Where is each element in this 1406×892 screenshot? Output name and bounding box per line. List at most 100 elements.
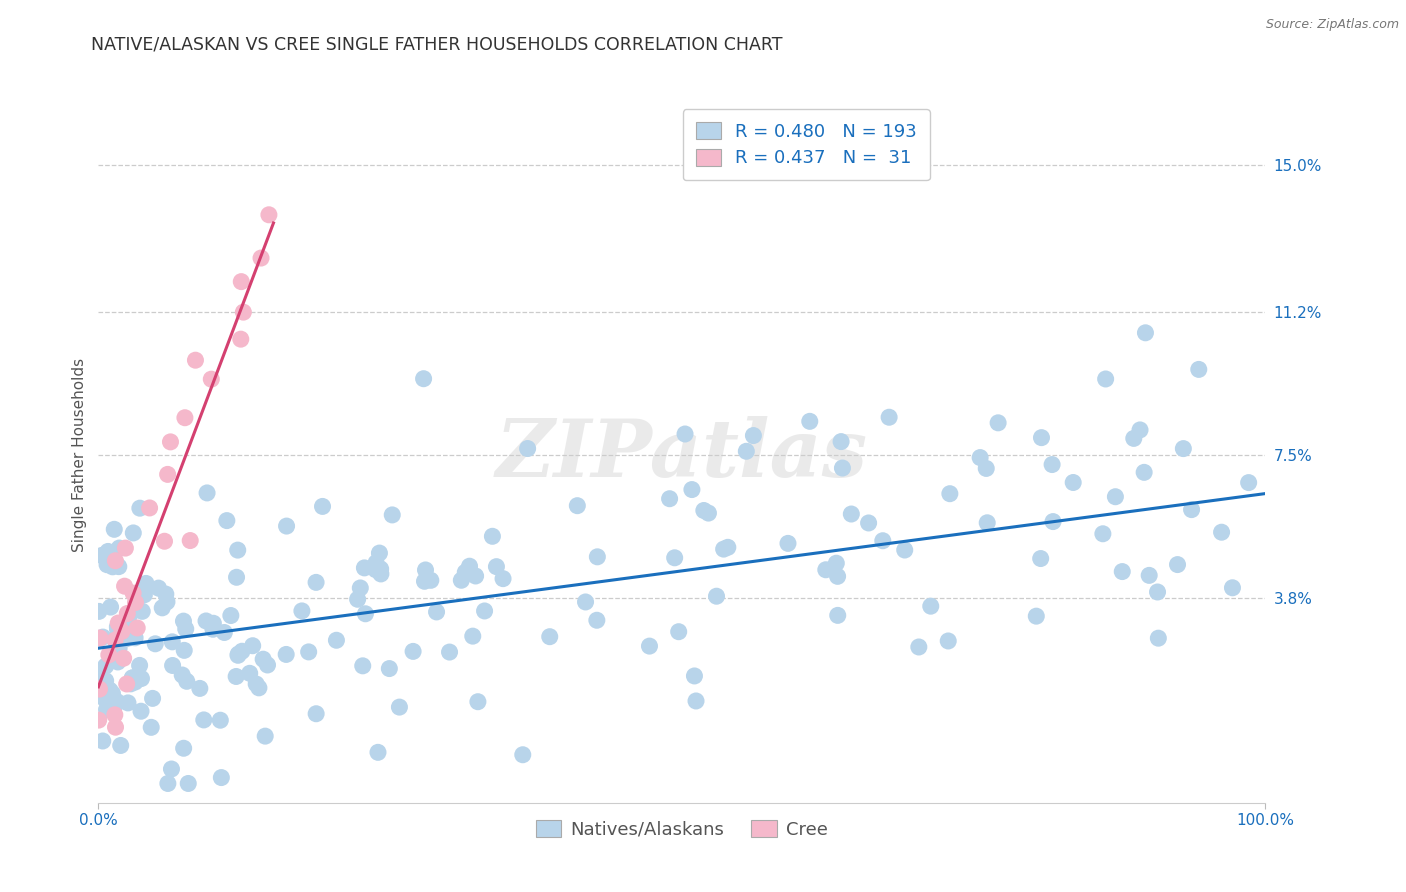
Point (159, 434, 181, 449)
Point (111, 624, 134, 639)
Point (215, 514, 238, 528)
Point (1137, 568, 1160, 582)
Point (107, 622, 129, 636)
Point (101, 686, 124, 700)
Point (252, 652, 274, 666)
Point (419, 574, 441, 588)
Point (143, 637, 166, 651)
Point (814, 563, 837, 577)
Point (516, 442, 538, 456)
Point (291, 604, 314, 618)
Point (512, 747, 534, 762)
Point (858, 516, 880, 530)
Point (174, 410, 197, 425)
Point (89, 670, 111, 684)
Point (138, 500, 160, 515)
Point (91, 630, 114, 644)
Point (100, 600, 122, 615)
Point (1122, 431, 1144, 445)
Legend: Natives/Alaskans, Cree: Natives/Alaskans, Cree (529, 813, 835, 846)
Point (298, 645, 321, 659)
Point (742, 428, 765, 442)
Point (1188, 362, 1211, 376)
Point (370, 566, 392, 581)
Point (425, 605, 447, 619)
Point (202, 616, 225, 631)
Point (388, 700, 411, 714)
Point (225, 570, 247, 584)
Point (256, 657, 278, 672)
Point (492, 572, 515, 586)
Point (214, 625, 236, 640)
Point (226, 648, 249, 663)
Point (176, 674, 198, 689)
Point (305, 706, 328, 721)
Point (135, 576, 157, 591)
Point (1040, 458, 1063, 472)
Point (664, 550, 686, 565)
Point (231, 644, 253, 658)
Point (134, 588, 156, 602)
Point (830, 434, 852, 449)
Point (974, 461, 997, 475)
Point (142, 691, 165, 706)
Point (162, 658, 184, 673)
Point (89, 631, 111, 645)
Point (370, 562, 392, 576)
Point (920, 599, 942, 614)
Point (1025, 609, 1047, 624)
Point (706, 589, 728, 603)
Point (939, 486, 962, 500)
Point (311, 500, 333, 514)
Point (1222, 581, 1244, 595)
Point (195, 486, 218, 500)
Point (219, 608, 242, 623)
Y-axis label: Single Father Households: Single Father Households (72, 358, 87, 552)
Point (1062, 475, 1084, 490)
Point (464, 569, 486, 583)
Point (908, 640, 931, 654)
Point (177, 776, 200, 790)
Point (987, 416, 1010, 430)
Point (148, 581, 170, 595)
Point (1104, 490, 1126, 504)
Point (349, 581, 371, 595)
Point (162, 635, 184, 649)
Point (364, 563, 387, 577)
Point (1091, 526, 1114, 541)
Point (685, 694, 707, 708)
Point (124, 595, 146, 609)
Point (693, 503, 716, 517)
Point (976, 516, 998, 530)
Point (104, 707, 127, 722)
Point (231, 275, 253, 289)
Point (415, 563, 437, 577)
Point (1029, 551, 1052, 566)
Point (668, 624, 690, 639)
Point (538, 630, 561, 644)
Point (1173, 442, 1195, 456)
Point (481, 529, 503, 543)
Point (827, 569, 849, 583)
Point (638, 639, 661, 653)
Point (567, 499, 589, 513)
Point (131, 604, 153, 618)
Point (104, 720, 127, 734)
Point (155, 587, 177, 601)
Point (115, 677, 138, 691)
Point (872, 533, 894, 548)
Point (98, 683, 121, 698)
Point (101, 559, 124, 574)
Point (325, 633, 347, 648)
Point (485, 559, 508, 574)
Point (117, 622, 139, 636)
Point (160, 762, 183, 776)
Point (574, 595, 596, 609)
Point (458, 559, 481, 574)
Point (242, 639, 264, 653)
Point (118, 609, 141, 624)
Point (127, 621, 149, 635)
Point (193, 713, 215, 727)
Point (1129, 423, 1152, 437)
Point (474, 604, 496, 618)
